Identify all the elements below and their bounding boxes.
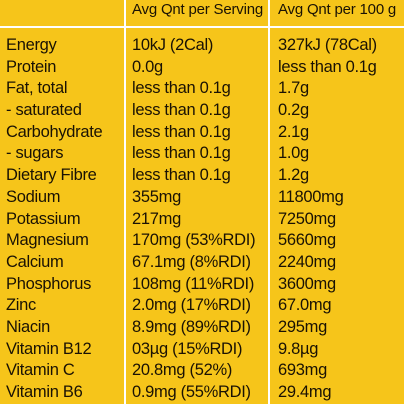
nutrient-name: Potassium [6, 209, 81, 228]
value-per-100g: 2240mg [278, 252, 336, 271]
nutrient-row: Potassium 217mg 7250mg [0, 209, 404, 231]
nutrient-row: Vitamin B12 03µg (15%RDI) 9.8µg [0, 339, 404, 361]
value-per-serving: 355mg [132, 187, 181, 206]
value-per-100g: 3600mg [278, 274, 336, 293]
value-per-serving: 67.1mg (8%RDI) [132, 252, 251, 271]
value-per-100g: 29.4mg [278, 383, 332, 401]
value-per-serving: less than 0.1g [132, 144, 231, 163]
nutrient-name: Dietary Fibre [6, 166, 97, 185]
nutrient-name: Vitamin B6 [6, 383, 83, 401]
value-per-100g: 9.8µg [278, 339, 319, 358]
header-per-serving: Avg Qnt per Serving [132, 1, 263, 18]
nutrient-row: Vitamin B6 0.9mg (55%RDI) 29.4mg [0, 382, 404, 404]
nutrient-row: - saturated less than 0.1g 0.2g [0, 100, 404, 122]
nutrient-name: Phosphorus [6, 274, 92, 293]
nutrient-name: Fat, total [6, 79, 68, 98]
nutrient-row: Magnesium 170mg (53%RDI) 5660mg [0, 230, 404, 252]
value-per-serving: 8.9mg (89%RDI) [132, 317, 251, 336]
nutrient-name: Vitamin C [6, 361, 75, 380]
value-per-serving: 03µg (15%RDI) [132, 339, 243, 358]
value-per-serving: less than 0.1g [132, 101, 231, 120]
value-per-100g: 327kJ (78Cal) [278, 36, 377, 54]
value-per-100g: 11800mg [278, 187, 344, 206]
nutrient-name: Vitamin B12 [6, 339, 92, 358]
nutrient-row: Protein 0.0g less than 0.1g [0, 57, 404, 79]
nutrient-row: Fat, total less than 0.1g 1.7g [0, 78, 404, 100]
nutrient-name: - saturated [6, 101, 82, 120]
value-per-serving: 0.9mg (55%RDI) [132, 383, 251, 401]
nutrient-name: Zinc [6, 296, 36, 315]
nutrient-name: Carbohydrate [6, 122, 103, 141]
value-per-serving: 170mg (53%RDI) [132, 231, 256, 250]
column-divider-serving [124, 0, 126, 404]
nutrient-name: Protein [6, 57, 57, 76]
value-per-100g: 5660mg [278, 231, 336, 250]
value-per-100g: 67.0mg [278, 296, 332, 315]
nutrient-row: Calcium 67.1mg (8%RDI) 2240mg [0, 252, 404, 274]
nutrient-name: Niacin [6, 317, 51, 336]
nutrient-row: Sodium 355mg 11800mg [0, 187, 404, 209]
nutrient-name: Calcium [6, 252, 64, 271]
column-divider-per100 [268, 0, 270, 404]
value-per-100g: 1.2g [278, 166, 309, 185]
nutrient-row: Zinc 2.0mg (17%RDI) 67.0mg [0, 295, 404, 317]
nutrient-row: Carbohydrate less than 0.1g 2.1g [0, 122, 404, 144]
nutrient-name: - sugars [6, 144, 64, 163]
value-per-100g: less than 0.1g [278, 57, 377, 76]
header-per-100g: Avg Qnt per 100 g [278, 1, 397, 18]
nutrient-name: Magnesium [6, 231, 89, 250]
value-per-serving: less than 0.1g [132, 122, 231, 141]
value-per-serving: less than 0.1g [132, 166, 231, 185]
value-per-100g: 0.2g [278, 101, 309, 120]
nutrient-row: Niacin 8.9mg (89%RDI) 295mg [0, 317, 404, 339]
value-per-serving: 10kJ (2Cal) [132, 36, 214, 54]
header-rule [0, 26, 404, 28]
value-per-serving: 108mg (11%RDI) [132, 274, 255, 293]
value-per-100g: 7250mg [278, 209, 336, 228]
nutrient-name: Sodium [6, 187, 61, 206]
nutrient-rows: Energy 10kJ (2Cal) 327kJ (78Cal) Protein 0.0… [0, 35, 404, 404]
value-per-100g: 1.7g [278, 79, 309, 98]
nutrient-row: Vitamin C 20.8mg (52%) 693mg [0, 360, 404, 382]
nutrient-row: - sugars less than 0.1g 1.0g [0, 143, 404, 165]
value-per-100g: 693mg [278, 361, 327, 380]
value-per-serving: 217mg [132, 209, 181, 228]
value-per-100g: 2.1g [278, 122, 309, 141]
value-per-100g: 1.0g [278, 144, 309, 163]
value-per-serving: 20.8mg (52%) [132, 361, 233, 380]
nutrient-name: Energy [6, 36, 57, 54]
value-per-serving: 0.0g [132, 57, 163, 76]
value-per-serving: 2.0mg (17%RDI) [132, 296, 251, 315]
value-per-serving: less than 0.1g [132, 79, 231, 98]
nutrient-row: Dietary Fibre less than 0.1g 1.2g [0, 165, 404, 187]
nutrient-row: Energy 10kJ (2Cal) 327kJ (78Cal) [0, 35, 404, 57]
value-per-100g: 295mg [278, 317, 327, 336]
nutrient-row: Phosphorus 108mg (11%RDI) 3600mg [0, 274, 404, 296]
